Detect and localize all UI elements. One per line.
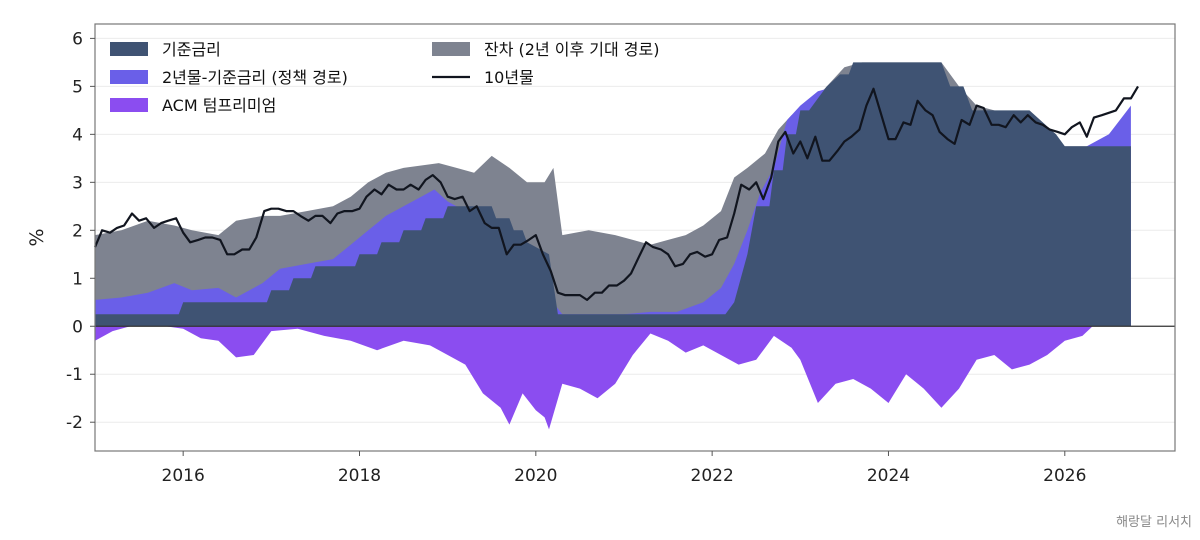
legend-swatch: [110, 98, 148, 112]
credit-text: 해랑달 리서치: [1116, 515, 1192, 530]
x-tick-label: 2026: [1043, 466, 1086, 486]
legend-swatch: [110, 42, 148, 56]
y-tick-label: 3: [72, 173, 83, 193]
plot-lines: [93, 85, 1139, 301]
plot-frame: [94, 23, 1176, 452]
y-tick-label: -1: [66, 365, 83, 385]
area-series-2: [95, 290, 1131, 430]
legend-label: 잔차 (2년 이후 기대 경로): [484, 40, 660, 59]
x-axis-ticks: 2016 2018 2020 2022 2024 2026: [162, 451, 1086, 486]
area-series-0: [95, 62, 1131, 327]
plot-areas: [95, 62, 1131, 430]
y-tick-label: 6: [72, 29, 83, 49]
y-tick-label: 0: [72, 317, 83, 337]
y-axis-label: %: [26, 228, 48, 246]
x-tick-label: 2018: [338, 466, 381, 486]
x-tick-label: 2020: [514, 466, 557, 486]
y-tick-label: 1: [72, 269, 83, 289]
y-tick-label: 2: [72, 221, 83, 241]
legend-swatch: [110, 70, 148, 84]
x-tick-label: 2024: [867, 466, 910, 486]
legend-label: 기준금리: [162, 40, 221, 59]
legend-swatch: [432, 42, 470, 56]
y-tick-label: 5: [72, 77, 83, 97]
legend-label: 10년물: [484, 68, 534, 87]
legend: 기준금리 2년물-기준금리 (정책 경로) ACM 텀프리미엄 잔차 (2년 이후 기…: [110, 40, 660, 115]
line-series-10y: [93, 85, 1139, 301]
x-tick-label: 2016: [162, 466, 205, 486]
y-axis-ticks: -2 -1 0 1 2 3 4 5 6: [66, 29, 95, 433]
y-tick-label: 4: [72, 125, 83, 145]
y-tick-label: -2: [66, 413, 83, 433]
legend-label: ACM 텀프리미엄: [162, 96, 276, 115]
x-tick-label: 2022: [691, 466, 734, 486]
legend-label: 2년물-기준금리 (정책 경로): [162, 68, 348, 87]
